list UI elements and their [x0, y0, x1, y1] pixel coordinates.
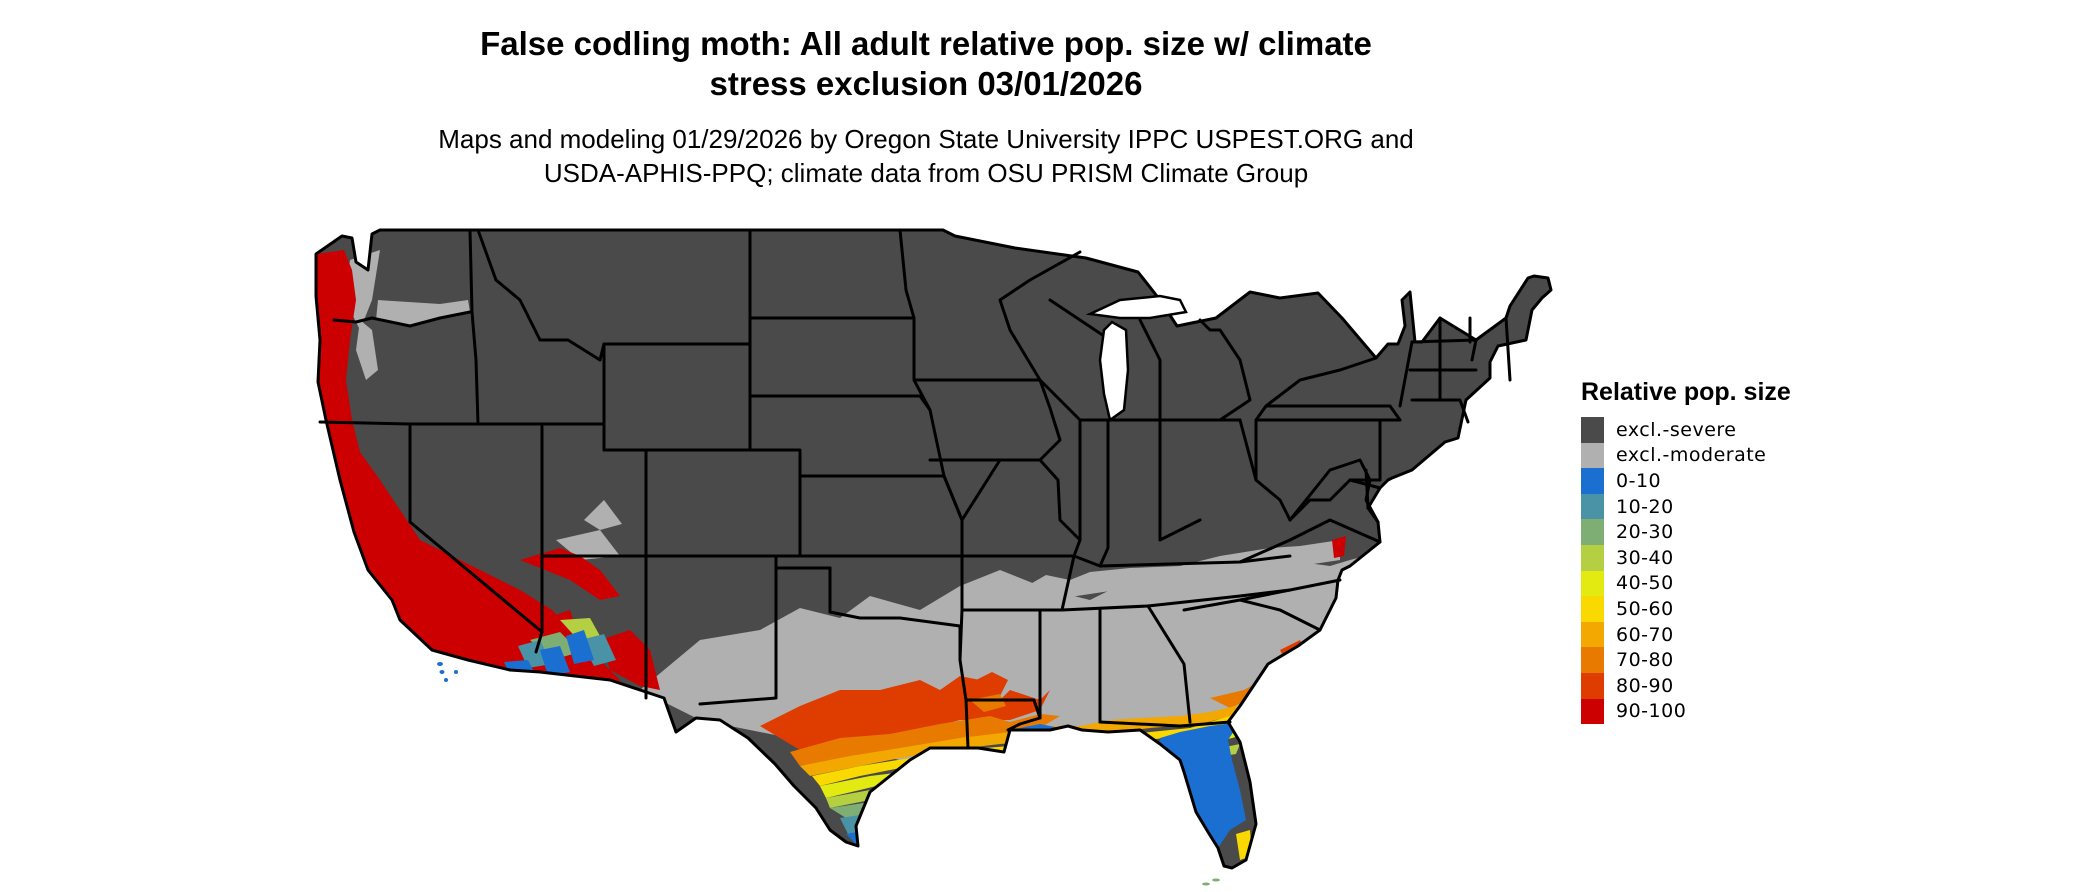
legend-item: 10-20	[1581, 493, 1791, 520]
legend-item: excl.-severe	[1581, 417, 1791, 443]
legend-item: excl.-moderate	[1581, 442, 1791, 469]
legend-swatch	[1581, 647, 1604, 673]
legend-title: Relative pop. size	[1581, 378, 1791, 406]
legend-item: 30-40	[1581, 544, 1791, 571]
legend-label: 70-80	[1616, 649, 1674, 672]
legend-item: 60-70	[1581, 621, 1791, 648]
subtitle-line-2: USDA-APHIS-PPQ; climate data from OSU PR…	[543, 158, 1309, 188]
legend-label: excl.-moderate	[1616, 444, 1767, 467]
legend: Relative pop. size excl.-severe excl.-mod…	[1581, 378, 1791, 725]
legend-label: excl.-severe	[1616, 418, 1737, 441]
legend-swatch	[1581, 570, 1604, 597]
title-line-2: stress exclusion 03/01/2026	[709, 65, 1143, 102]
legend-label: 30-40	[1616, 546, 1674, 569]
us-landmass	[316, 230, 1551, 868]
legend-swatch	[1581, 417, 1604, 443]
legend-swatch	[1581, 672, 1604, 699]
legend-label: 90-100	[1616, 700, 1687, 723]
legend-item: 90-100	[1581, 698, 1791, 725]
channel-islands	[437, 662, 458, 682]
map-subtitle: Maps and modeling 01/29/2026 by Oregon S…	[0, 122, 1852, 190]
legend-label: 0-10	[1616, 469, 1662, 492]
legend-item: 20-30	[1581, 519, 1791, 545]
florida-keys	[1202, 878, 1220, 886]
legend-swatch	[1581, 596, 1604, 622]
subtitle-line-1: Maps and modeling 01/29/2026 by Oregon S…	[438, 124, 1414, 154]
legend-swatch	[1581, 621, 1604, 648]
legend-label: 20-30	[1616, 521, 1674, 544]
legend-label: 60-70	[1616, 623, 1674, 646]
legend-item: 80-90	[1581, 672, 1791, 699]
legend-label: 40-50	[1616, 572, 1674, 595]
title-line-1: False codling moth: All adult relative p…	[480, 25, 1372, 62]
state-borders	[314, 228, 1553, 870]
legend-swatch	[1581, 493, 1604, 520]
legend-swatch	[1581, 468, 1604, 494]
legend-swatch	[1581, 544, 1604, 571]
legend-label: 50-60	[1616, 597, 1674, 620]
legend-items: excl.-severe excl.-moderate 0-10 10-20 20-30…	[1581, 417, 1791, 725]
map-title: False codling moth: All adult relative p…	[0, 24, 1852, 104]
legend-swatch	[1581, 698, 1604, 725]
legend-swatch	[1581, 519, 1604, 545]
legend-label: 10-20	[1616, 495, 1674, 518]
great-lakes	[1085, 294, 1188, 423]
legend-item: 70-80	[1581, 647, 1791, 673]
legend-label: 80-90	[1616, 674, 1674, 697]
legend-item: 40-50	[1581, 570, 1791, 597]
legend-item: 0-10	[1581, 468, 1791, 494]
legend-item: 50-60	[1581, 596, 1791, 622]
legend-swatch	[1581, 442, 1604, 469]
